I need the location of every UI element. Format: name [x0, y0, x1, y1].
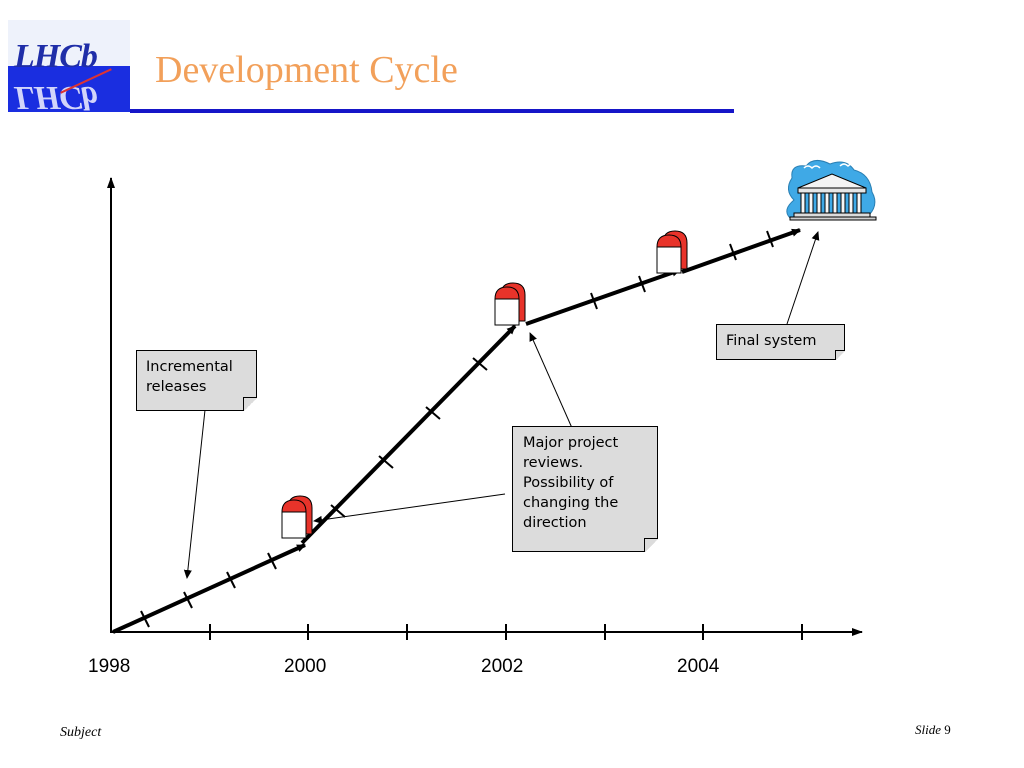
callout-pointers	[183, 231, 820, 579]
release-tick	[472, 357, 488, 371]
callout-text-line: Incremental	[146, 359, 233, 375]
year-label: 2000	[284, 656, 327, 677]
release-tick	[729, 243, 737, 261]
development-path	[112, 228, 801, 634]
callout-final-system: Final system	[716, 324, 845, 360]
footer-subject: Subject	[60, 725, 102, 740]
callout-text-line: changing the	[523, 495, 619, 511]
callout-text-line: releases	[146, 379, 207, 395]
release-tick	[638, 275, 646, 293]
release-ticks	[140, 230, 774, 628]
x-axis-ticks	[209, 624, 803, 640]
callout-text-line: Major project	[523, 435, 619, 451]
callout-text-line: reviews.	[523, 455, 584, 471]
path-segment-4	[681, 228, 801, 274]
release-tick	[226, 571, 236, 589]
page-fold	[243, 397, 257, 411]
year-label: 2002	[481, 656, 524, 677]
callout-text-line: Final system	[726, 333, 817, 349]
pointer-review-2	[529, 332, 573, 429]
release-tick	[183, 591, 193, 609]
year-label: 1998	[88, 656, 131, 677]
milestone-flag-icon	[281, 495, 313, 539]
callout-major-reviews: Major project reviews. Possibility of ch…	[512, 426, 658, 552]
logo-text: LHCb	[14, 38, 98, 75]
pointer-incremental	[183, 409, 206, 579]
title-underline	[130, 109, 734, 113]
release-tick	[267, 552, 277, 570]
pointer-review-1	[313, 493, 506, 524]
callout-text-line: direction	[523, 515, 587, 531]
path-segment-1	[112, 543, 306, 634]
release-tick	[590, 292, 598, 310]
release-tick	[378, 455, 394, 469]
year-label: 2004	[677, 656, 720, 677]
path-segment-3	[525, 268, 681, 326]
release-tick	[330, 504, 346, 518]
milestone-flag-icon	[494, 282, 526, 326]
callout-text-line: Possibility of	[523, 475, 614, 491]
pointer-final	[786, 231, 820, 325]
slide-label: Slide	[915, 722, 941, 737]
lhcb-logo: LHCb LHCb	[8, 20, 130, 112]
footer-slide-number: Slide 9	[915, 722, 951, 738]
greek-temple-icon	[786, 160, 877, 221]
milestone-flag-icon	[656, 230, 688, 274]
release-tick	[425, 406, 441, 420]
slide-title: Development Cycle	[155, 49, 458, 91]
page-fold	[644, 538, 658, 552]
release-tick	[766, 230, 774, 248]
slide-number: 9	[944, 722, 951, 737]
page-fold	[835, 350, 845, 360]
path-segment-2	[300, 324, 517, 545]
release-tick	[140, 610, 150, 628]
callout-incremental-releases: Incremental releases	[136, 350, 257, 411]
